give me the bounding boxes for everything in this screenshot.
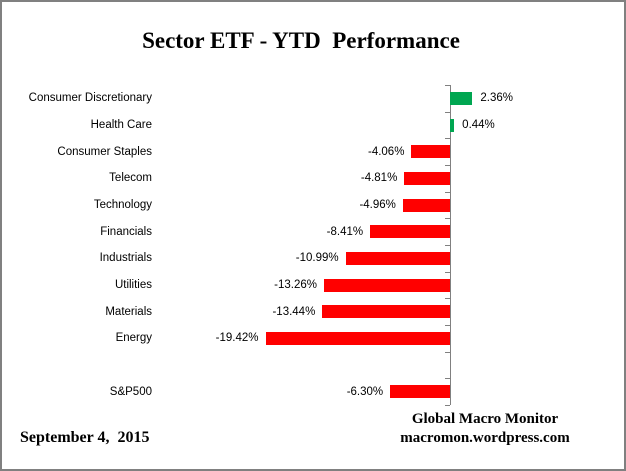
- category-label-health-care: Health Care: [90, 119, 152, 131]
- bar-technology: [402, 198, 450, 212]
- axis-tick: [445, 351, 450, 353]
- value-label-consumer-staples: -4.06%: [367, 145, 405, 158]
- axis-tick: [445, 298, 450, 300]
- credit-name: Global Macro Monitor: [411, 411, 559, 427]
- bar-s-p500: [390, 385, 450, 399]
- bar-consumer-discretionary: [450, 91, 473, 105]
- bar-consumer-staples: [411, 145, 450, 159]
- category-label-industrials: Industrials: [99, 252, 152, 265]
- value-axis-line: [450, 85, 451, 405]
- value-label-energy: -19.42%: [215, 332, 259, 345]
- axis-tick: [445, 111, 450, 113]
- category-label-financials: Financials: [100, 225, 152, 238]
- value-label-health-care: 0.44%: [462, 119, 495, 131]
- value-label-industrials: -10.99%: [295, 252, 339, 265]
- category-label-consumer-staples: Consumer Staples: [57, 145, 152, 158]
- chart-title: Sector ETF - YTD Performance: [142, 28, 460, 53]
- category-label-consumer-discretionary: Consumer Discretionary: [28, 92, 152, 105]
- category-label-technology: Technology: [93, 199, 152, 211]
- bar-materials: [322, 305, 450, 319]
- category-label-materials: Materials: [105, 305, 152, 318]
- category-label-telecom: Telecom: [109, 172, 152, 185]
- axis-tick: [445, 325, 450, 326]
- bar-telecom: [404, 171, 450, 185]
- axis-tick: [445, 138, 450, 140]
- axis-tick: [445, 191, 450, 193]
- axis-tick: [445, 165, 450, 166]
- value-label-telecom: -4.81%: [360, 172, 398, 185]
- value-label-financials: -8.41%: [326, 225, 364, 238]
- axis-tick: [445, 405, 450, 406]
- category-label-energy: Energy: [115, 332, 152, 345]
- value-label-s-p500: -6.30%: [346, 385, 384, 398]
- bar-utilities: [324, 278, 450, 292]
- value-label-consumer-discretionary: 2.36%: [480, 92, 514, 105]
- bar-industrials: [345, 251, 450, 265]
- value-label-materials: -13.44%: [272, 305, 316, 318]
- value-label-utilities: -13.26%: [274, 279, 318, 291]
- bar-financials: [370, 225, 450, 239]
- credit-block: Global Macro Monitor macromon.wordpress.…: [355, 410, 615, 448]
- value-label-technology: -4.96%: [359, 199, 396, 211]
- date-label: September 4, 2015: [20, 429, 150, 446]
- bar-health-care: [450, 118, 455, 132]
- axis-tick: [445, 245, 450, 246]
- bar-energy: [265, 331, 450, 345]
- axis-tick: [445, 218, 450, 220]
- axis-tick: [445, 378, 450, 380]
- axis-tick: [445, 271, 450, 273]
- credit-url: macromon.wordpress.com: [400, 430, 570, 446]
- category-label-s-p500: S&P500: [109, 385, 152, 398]
- category-label-utilities: Utilities: [114, 279, 152, 291]
- axis-tick: [445, 85, 450, 86]
